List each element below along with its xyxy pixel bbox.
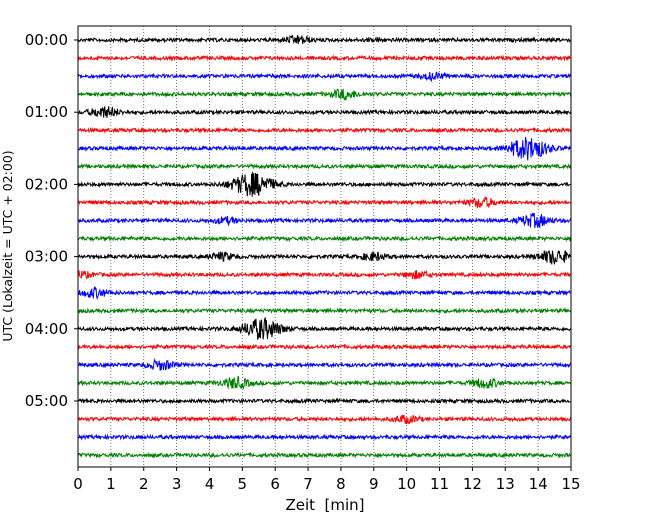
trace-line-12 [77, 250, 572, 266]
y-tick-label: 03:00 [25, 248, 68, 266]
x-tick-label: 2 [139, 475, 149, 493]
trace-line-17 [77, 343, 572, 351]
x-tick-label: 6 [270, 475, 280, 493]
x-tick-label: 12 [463, 475, 482, 493]
x-tick-label: 5 [238, 475, 248, 493]
y-tick-label: 01:00 [25, 103, 68, 121]
trace-line-6 [77, 137, 572, 161]
trace-line-14 [77, 285, 572, 301]
x-axis: 0 1 2 3 4 5 6 7 8 9 10 11 12 13 14 15 [73, 467, 581, 493]
x-tick-label: 14 [529, 475, 548, 493]
trace-line-16 [77, 316, 572, 340]
x-tick-label: 3 [172, 475, 182, 493]
trace-line-9 [77, 196, 572, 209]
trace-line-22 [77, 433, 572, 441]
x-tick-label: 0 [73, 475, 83, 493]
trace-line-21 [77, 414, 572, 425]
trace-line-8 [77, 171, 572, 197]
x-axis-label: Zeit [min] [285, 496, 364, 514]
trace-line-0 [77, 34, 572, 45]
x-tick-label: 8 [336, 475, 346, 493]
trace-line-1 [77, 54, 572, 62]
y-axis-label: UTC (Lokalzeit = UTC + 02:00) [0, 150, 15, 341]
trace-line-20 [77, 397, 572, 405]
trace-line-15 [77, 307, 572, 315]
trace-line-3 [77, 88, 572, 102]
y-tick-label: 05:00 [25, 392, 68, 410]
trace-line-10 [77, 212, 572, 229]
x-tick-label: 1 [106, 475, 116, 493]
trace-line-4 [77, 105, 572, 118]
x-tick-label: 7 [303, 475, 313, 493]
x-tick-label: 11 [430, 475, 449, 493]
plot-frame [77, 25, 572, 468]
trace-line-5 [77, 126, 572, 134]
trace-line-18 [77, 358, 572, 371]
trace-line-19 [77, 375, 572, 390]
trace-line-23 [77, 451, 572, 459]
y-tick-label: 02:00 [25, 175, 68, 193]
y-tick-label: 00:00 [25, 31, 68, 49]
trace-line-7 [77, 162, 572, 171]
x-tick-label: 4 [205, 475, 215, 493]
x-tick-label: 10 [397, 475, 416, 493]
x-tick-label: 9 [369, 475, 379, 493]
trace-group [77, 34, 572, 459]
x-tick-label: 15 [561, 475, 580, 493]
y-tick-label: 04:00 [25, 320, 68, 338]
trace-line-2 [77, 71, 572, 83]
trace-line-13 [77, 269, 572, 280]
y-axis: 00:00 01:00 02:00 03:00 04:00 05:00 [25, 31, 78, 410]
x-tick-label: 13 [496, 475, 515, 493]
trace-line-11 [77, 234, 572, 243]
